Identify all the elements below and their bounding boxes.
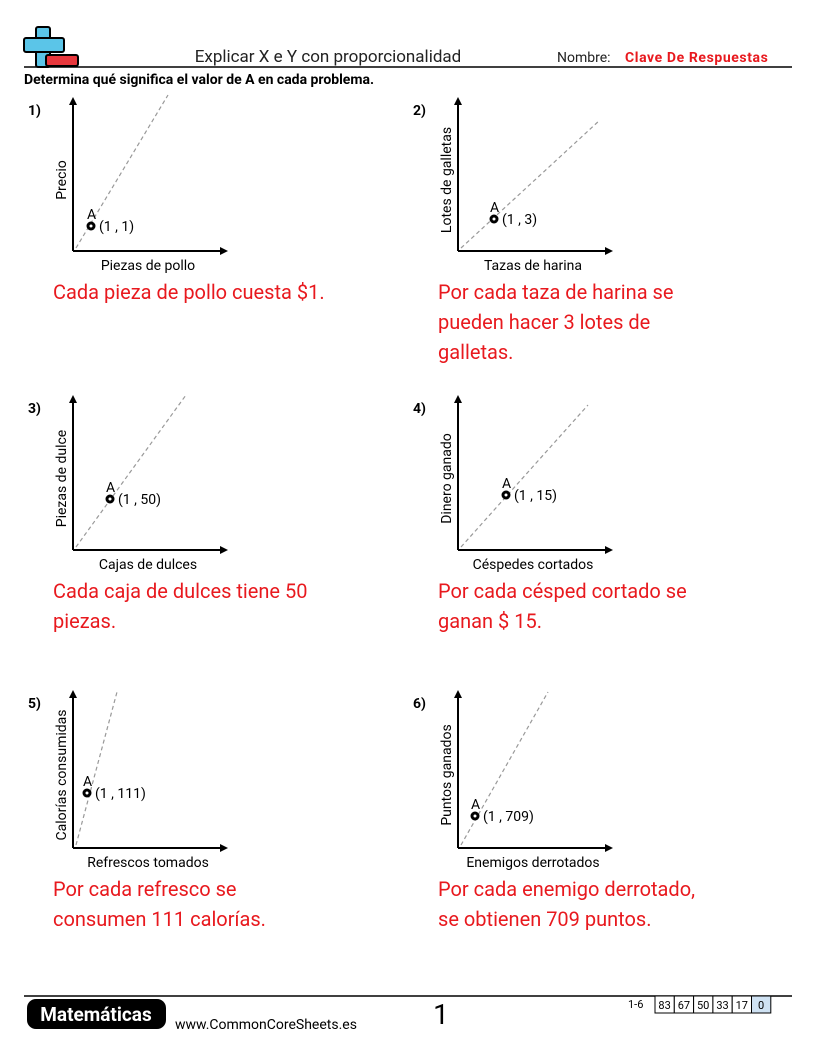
point-ring [492, 217, 496, 221]
x-axis-arrow [605, 844, 613, 852]
name-label: Nombre: [557, 50, 611, 66]
y-axis-label: Dinero ganado [439, 433, 455, 524]
score: 0 [758, 999, 764, 1012]
brand-badge [27, 999, 166, 1029]
answer-line: ganan $ 15. [438, 609, 542, 633]
x-axis-label: Tazas de harina [484, 258, 582, 274]
y-axis-arrow [454, 395, 462, 403]
point-name: A [87, 207, 96, 223]
point-name: A [106, 480, 115, 496]
point-label: (1 , 15) [514, 488, 557, 504]
x-axis-label: Enemigos derrotados [466, 855, 599, 871]
answer-line: Cada pieza de pollo cuesta $1. [53, 280, 325, 304]
answer-line: Por cada taza de harina se [438, 280, 673, 304]
y-axis-arrow [454, 690, 462, 698]
answer-line: Cada caja de dulces tiene 50 [53, 579, 307, 603]
score: 83 [658, 999, 670, 1012]
website: www.CommonCoreSheets.es [175, 1017, 357, 1033]
point-name: A [502, 476, 511, 492]
title: Explicar X e Y con proporcionalidad [195, 47, 462, 67]
score-box [751, 995, 772, 1014]
answer-line: se obtienen 709 puntos. [438, 907, 652, 931]
score-range: 1-6 [628, 998, 643, 1011]
y-axis-label: Precio [54, 160, 70, 200]
instructions: Determina qué significa el valor de A en… [24, 72, 374, 88]
x-axis-arrow [605, 247, 613, 255]
point-label: (1 , 3) [502, 212, 537, 228]
y-axis-arrow [69, 97, 77, 105]
y-axis-arrow [454, 97, 462, 105]
x-axis-arrow [220, 546, 228, 554]
y-axis-label: Puntos ganados [439, 724, 455, 825]
x-axis-label: Refrescos tomados [87, 855, 209, 871]
answer-line: Por cada césped cortado se [438, 579, 687, 603]
answer-line: pueden hacer 3 lotes de [438, 310, 650, 334]
brand: Matemáticas [40, 1003, 152, 1026]
point-name: A [490, 200, 499, 216]
answer-line: galletas. [438, 340, 513, 364]
y-axis-label: Piezas de dulce [54, 430, 70, 527]
answer-line: consumen 111 calorías. [53, 907, 266, 931]
answer-line: Por cada refresco se [53, 877, 237, 901]
x-axis-arrow [220, 247, 228, 255]
problem-number: 5) [28, 696, 41, 712]
answer-line: piezas. [53, 609, 116, 633]
logo [23, 26, 79, 68]
x-axis-label: Cajas de dulces [99, 557, 197, 573]
answer-line: Por cada enemigo derrotado, [438, 877, 695, 901]
point-name: A [471, 797, 480, 813]
x-axis-arrow [605, 546, 613, 554]
score: 50 [697, 999, 709, 1012]
y-axis-arrow [69, 690, 77, 698]
problem-number: 6) [413, 696, 426, 712]
problem-number: 4) [413, 401, 426, 417]
page-number: 1 [433, 998, 449, 1031]
problem-number: 2) [413, 103, 426, 119]
score: 33 [716, 999, 728, 1012]
x-axis-arrow [220, 844, 228, 852]
point-label: (1 , 1) [99, 219, 134, 235]
point-ring [473, 814, 477, 818]
point-name: A [83, 774, 92, 790]
proportional-line [75, 394, 187, 548]
x-axis-label: Piezas de pollo [101, 258, 195, 274]
point-ring [504, 493, 508, 497]
y-axis-arrow [69, 395, 77, 403]
y-axis-label: Calorías consumidas [54, 709, 70, 840]
score: 67 [678, 999, 690, 1012]
y-axis-label: Lotes de galletas [439, 127, 455, 233]
x-axis-label: Céspedes cortados [473, 557, 594, 573]
problem-number: 3) [28, 401, 41, 417]
proportional-line [75, 691, 118, 846]
proportional-line [460, 404, 589, 548]
point-label: (1 , 709) [483, 809, 534, 825]
point-label: (1 , 50) [118, 492, 161, 508]
point-ring [85, 791, 89, 795]
score: 17 [736, 999, 748, 1012]
point-label: (1 , 111) [95, 786, 146, 802]
point-ring [108, 497, 112, 501]
problem-number: 1) [28, 103, 41, 119]
proportional-line [460, 119, 601, 249]
name-value: Clave De Respuestas [625, 50, 768, 66]
point-ring [89, 224, 93, 228]
